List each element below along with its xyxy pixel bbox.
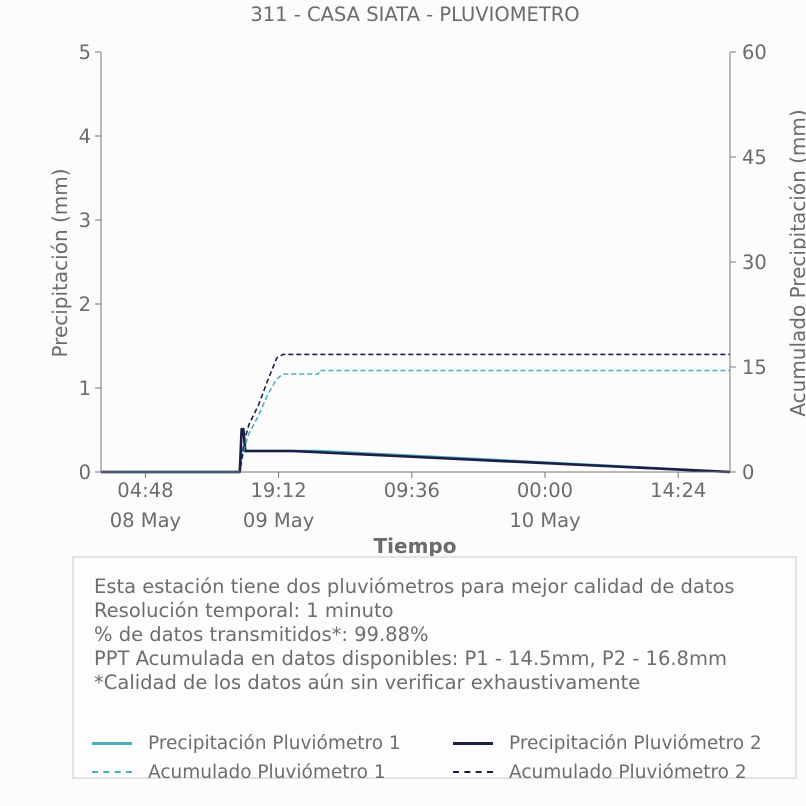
series-line-1	[101, 449, 731, 474]
plot-series	[101, 353, 731, 474]
legend-swatch-dashed-navy	[453, 771, 493, 773]
chart: 311 - CASA SIATA - PLUVIOMETRO 012345015…	[48, 3, 806, 558]
x-date-label: 10 May	[509, 509, 580, 532]
x-tick-label: 14:24	[650, 479, 706, 502]
info-box: Esta estación tiene dos pluviómetros par…	[72, 556, 797, 783]
x-tick-label: 00:00	[517, 479, 573, 502]
y2-tick-label: 0	[742, 461, 754, 484]
legend-label: Precipitación Pluviómetro 1	[148, 732, 401, 754]
x-tick-label: 04:48	[117, 479, 173, 502]
legend-label: Precipitación Pluviómetro 2	[509, 732, 762, 754]
legend-swatch-solid-teal	[92, 741, 132, 745]
x-axis-label: Tiempo	[374, 534, 457, 558]
y-tick-label: 1	[79, 377, 91, 400]
legend-item-accum-p1: Acumulado Pluviómetro 1	[92, 759, 386, 785]
x-date-label: 08 May	[110, 509, 181, 532]
x-tick-label: 19:12	[250, 479, 306, 502]
y-tick-label: 4	[79, 125, 91, 148]
legend-item-precip-p2: Precipitación Pluviómetro 2	[453, 730, 762, 756]
series-line-4	[101, 353, 730, 473]
x-tick-label: 09:36	[384, 479, 440, 502]
y-tick-label: 0	[79, 461, 91, 484]
y2-tick-label: 45	[742, 146, 767, 169]
y2-tick-label: 15	[742, 356, 767, 379]
y-axis-label: Precipitación (mm)	[48, 168, 72, 357]
legend-item-precip-p1: Precipitación Pluviómetro 1	[92, 730, 401, 756]
info-line: *Calidad de los datos aún sin verificar …	[94, 671, 641, 694]
legend-swatch-dashed-teal	[92, 771, 132, 773]
x-date-label: 09 May	[243, 509, 314, 532]
y-tick-label: 5	[79, 41, 91, 64]
info-line: % de datos transmitidos*: 99.88%	[94, 623, 429, 646]
y-tick-label: 3	[79, 209, 91, 232]
legend-swatch-solid-navy	[453, 741, 493, 745]
y2-tick-label: 30	[742, 251, 767, 274]
y2-axis-label: Acumulado Precipitación (mm)	[786, 109, 806, 416]
info-line: Resolución temporal: 1 minuto	[94, 599, 394, 622]
info-line: PPT Acumulada en datos disponibles: P1 -…	[94, 647, 727, 670]
series-line-2	[101, 427, 731, 474]
info-text: Esta estación tiene dos pluviómetros par…	[94, 575, 735, 695]
chart-title: 311 - CASA SIATA - PLUVIOMETRO	[250, 3, 579, 26]
legend-item-accum-p2: Acumulado Pluviómetro 2	[453, 759, 747, 785]
legend-label: Acumulado Pluviómetro 2	[509, 761, 747, 783]
y-tick-label: 2	[79, 293, 91, 316]
info-line: Esta estación tiene dos pluviómetros par…	[94, 575, 735, 598]
y2-tick-label: 60	[742, 41, 767, 64]
legend-label: Acumulado Pluviómetro 1	[148, 761, 386, 783]
